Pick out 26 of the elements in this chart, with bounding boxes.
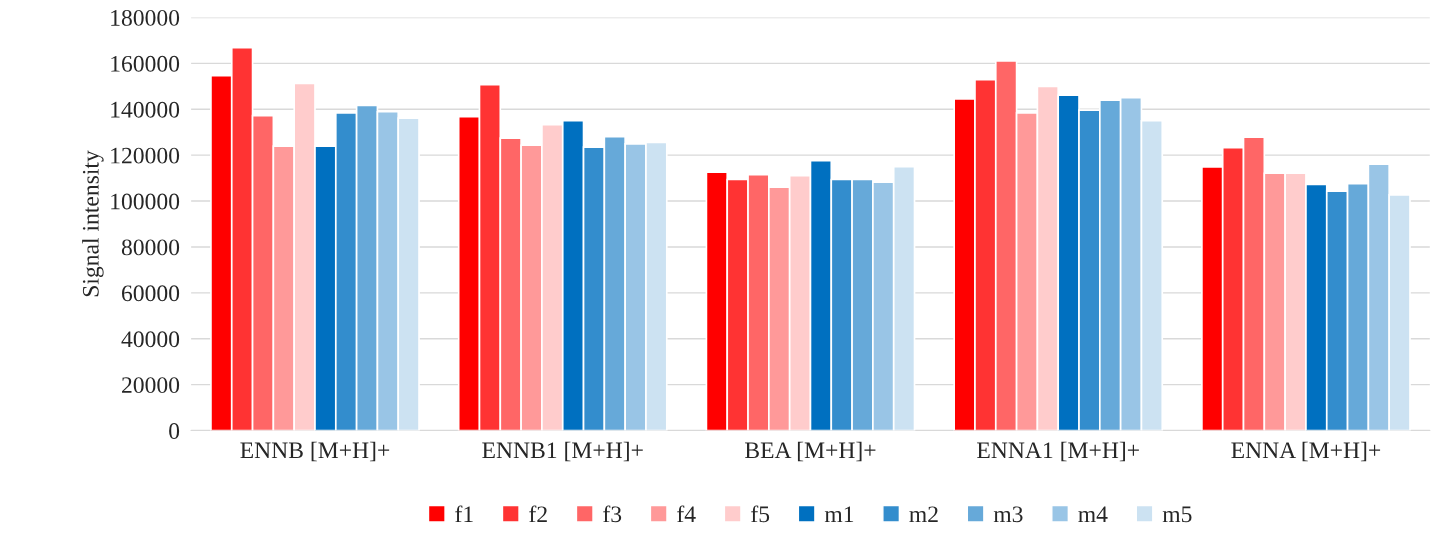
y-tick-label: 80000 — [121, 239, 180, 256]
legend-label: m2 — [909, 506, 938, 523]
y-tick-label: 60000 — [122, 285, 180, 302]
x-tick-label: ENNA [M+H]+ — [1231, 441, 1381, 462]
x-tick-label: ENNB1 [M+H]+ — [482, 441, 643, 462]
y-tick-label: 140000 — [111, 101, 180, 118]
legend-label: f3 — [603, 505, 622, 523]
legend-label: m3 — [993, 506, 1023, 523]
y-tick-label: 180000 — [111, 9, 180, 26]
y-tick-label: 120000 — [111, 147, 180, 164]
x-tick-label: BEA [M+H]+ — [745, 441, 876, 462]
legend-label: m4 — [1078, 506, 1108, 523]
legend-label: f5 — [751, 505, 770, 523]
y-tick-label: 100000 — [111, 193, 180, 210]
y-tick-label: 160000 — [111, 55, 180, 72]
y-tick-label: 20000 — [122, 377, 180, 394]
y-axis-title: Signal intensity — [82, 150, 104, 297]
legend-label: m5 — [1162, 506, 1192, 523]
legend-label: m1 — [824, 506, 854, 523]
y-tick-label: 40000 — [121, 331, 180, 348]
legend-label: f4 — [677, 505, 696, 523]
y-tick-label: 0 — [169, 423, 180, 439]
legend-label: f1 — [455, 505, 473, 523]
legend-label: f2 — [529, 505, 547, 523]
x-tick-label: ENNA1 [M+H]+ — [977, 441, 1139, 462]
x-tick-label: ENNB [M+H]+ — [240, 441, 390, 462]
